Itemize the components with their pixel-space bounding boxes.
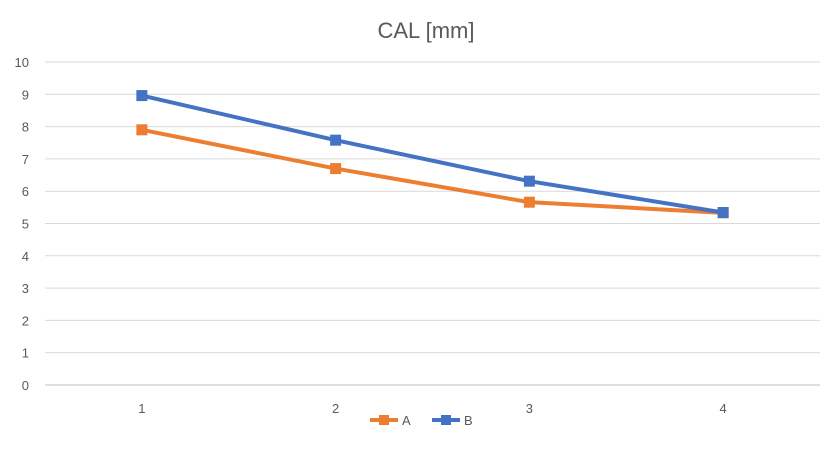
y-tick-label: 6 (22, 184, 29, 199)
y-axis-tick-labels: 0 1 2 3 4 5 6 7 8 9 10 (15, 55, 29, 393)
y-tick-label: 2 (22, 313, 29, 328)
x-tick-label: 3 (526, 401, 533, 416)
y-tick-label: 9 (22, 87, 29, 102)
y-tick-label: 8 (22, 120, 29, 135)
legend-marker-B (441, 415, 451, 425)
x-axis-tick-labels: 1 2 3 4 (138, 401, 726, 416)
legend-item-A: A (370, 413, 411, 428)
x-tick-label: 2 (332, 401, 339, 416)
series-B (136, 90, 729, 219)
series-A (136, 124, 729, 219)
legend-marker-A (379, 415, 389, 425)
data-point-A-3 (523, 196, 535, 208)
x-tick-label: 4 (720, 401, 727, 416)
legend-label: A (402, 413, 411, 428)
legend-label: B (464, 413, 473, 428)
data-point-B-2 (330, 134, 342, 146)
gridlines (45, 61, 820, 386)
data-point-A-1 (136, 124, 148, 136)
legend-item-B: B (432, 413, 473, 428)
y-tick-label: 7 (22, 152, 29, 167)
series-layer (136, 90, 729, 219)
data-point-A-2 (330, 163, 342, 175)
y-tick-label: 5 (22, 217, 29, 232)
y-tick-label: 3 (22, 281, 29, 296)
y-tick-label: 1 (22, 346, 29, 361)
series-line-A (139, 127, 726, 215)
data-point-B-1 (136, 90, 148, 102)
series-line-B (139, 93, 726, 215)
y-tick-label: 0 (22, 378, 29, 393)
x-tick-label: 1 (138, 401, 145, 416)
data-point-B-4 (717, 207, 729, 219)
y-tick-label: 10 (15, 55, 29, 70)
chart-title: CAL [mm] (378, 18, 475, 43)
data-point-B-3 (523, 175, 535, 187)
y-tick-label: 4 (22, 249, 29, 264)
